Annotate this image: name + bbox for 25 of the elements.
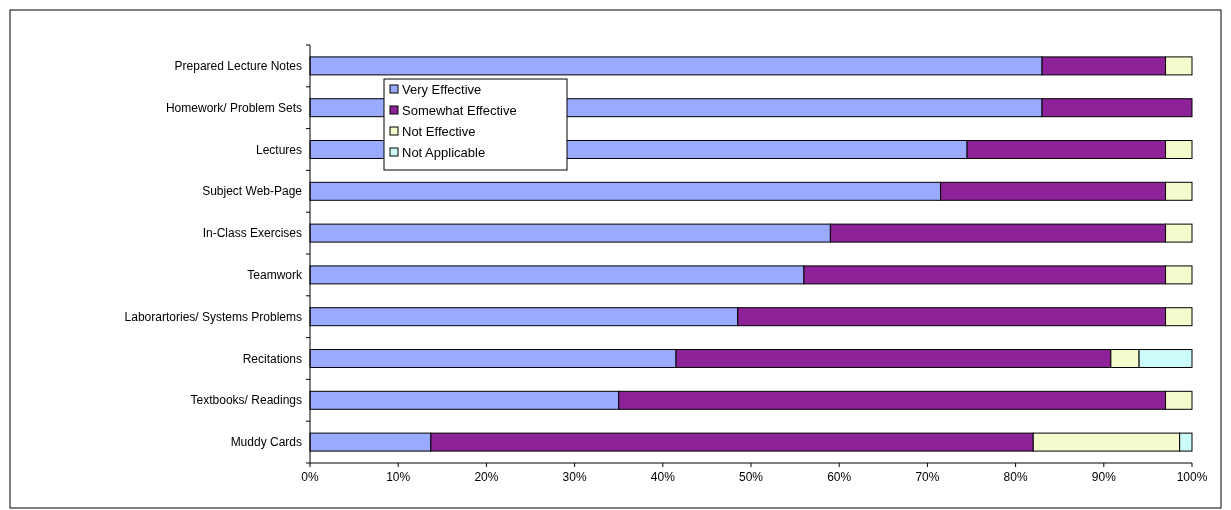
- x-tick-label: 100%: [1176, 470, 1208, 484]
- y-tick-label: Teamwork: [247, 267, 303, 282]
- y-tick-label: Laborartories/ Systems Problems: [124, 309, 302, 324]
- y-tick-label: Prepared Lecture Notes: [174, 58, 302, 73]
- y-tick-label: Homework/ Problem Sets: [165, 100, 302, 115]
- x-tick-label: 30%: [562, 470, 587, 484]
- x-tick-label: 70%: [915, 470, 940, 484]
- x-tick-label: 60%: [827, 470, 852, 484]
- x-tick-label: 0%: [301, 470, 319, 484]
- y-tick-label: Recitations: [242, 351, 302, 366]
- x-tick-label: 80%: [1003, 470, 1028, 484]
- legend-label: Not Applicable: [402, 144, 486, 160]
- x-tick-label: 10%: [386, 470, 411, 484]
- y-tick-label: Lectures: [255, 142, 302, 157]
- y-tick-label: Muddy Cards: [230, 435, 302, 450]
- x-tick-label: 40%: [650, 470, 676, 484]
- legend-label: Very Effective: [402, 81, 482, 97]
- y-tick-label: Textbooks/ Readings: [190, 393, 302, 408]
- x-tick-label: 50%: [738, 470, 764, 484]
- x-tick-label: 20%: [474, 470, 499, 484]
- y-tick-label: Subject Web-Page: [202, 184, 303, 199]
- x-tick-label: 90%: [1091, 470, 1117, 484]
- legend-label: Somewhat Effective: [402, 102, 517, 118]
- y-tick-label: In-Class Exercises: [202, 226, 302, 241]
- legend-label: Not Effective: [402, 123, 476, 139]
